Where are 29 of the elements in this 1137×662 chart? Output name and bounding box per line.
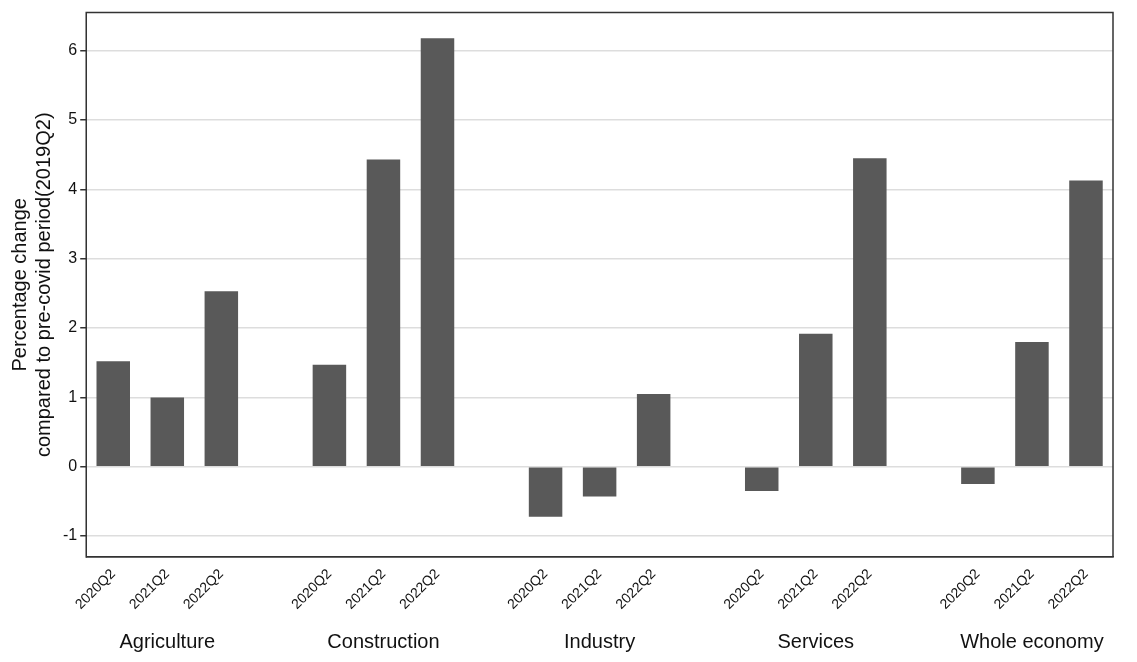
y-tick-label: 6 [68,41,78,59]
text: Construction [327,630,440,652]
bar [636,393,671,467]
y-tick-label: 3 [68,249,78,267]
bar [312,364,347,467]
y-tick-label: 4 [68,179,78,197]
bar [799,333,833,467]
bar [744,467,779,492]
text: Industry [564,630,636,652]
bar [961,467,995,485]
text: Services [777,630,855,652]
text: Whole economy [960,630,1104,652]
bar [204,291,239,467]
y-tick-label: 5 [68,110,78,128]
text: Agriculture [119,630,216,652]
bar [420,38,455,467]
bar [853,158,887,467]
y-tick-label: -1 [62,526,78,544]
bar [96,361,130,467]
bar [1069,180,1103,467]
bar [150,397,185,467]
y-axis-title: Percentage change compared to pre-covid period(2019Q2) [7,112,54,458]
y-tick-label: 1 [68,387,78,405]
bar [582,467,617,497]
y-tick-label: 0 [68,457,78,475]
bar [528,467,563,517]
y-tick-label: 2 [68,318,78,336]
bar [1015,341,1049,467]
bar [366,159,401,467]
